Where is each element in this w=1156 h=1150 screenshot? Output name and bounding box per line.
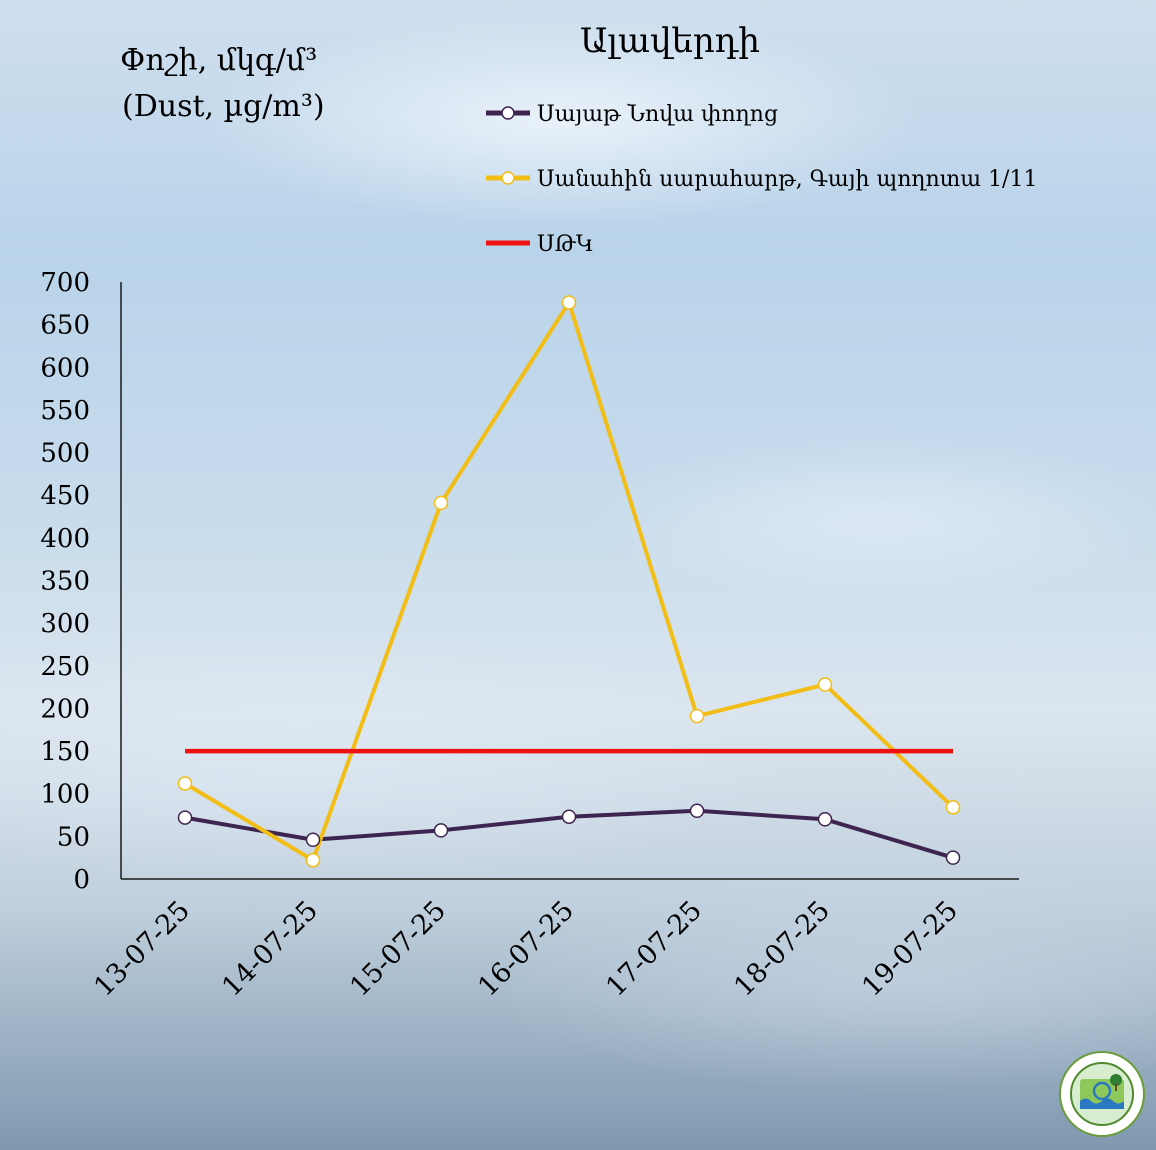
legend-label-1: Սանահին սարահարթ, Գայի պողոտա 1/11 [537,167,1037,192]
data-point-series-1 [945,800,961,815]
x-tick-labels: 13-07-25 14-07-25 15-07-25 16-07-25 17-07-25… [88,895,964,1003]
y-tick-label: 400 [40,524,90,554]
data-point-series-1 [433,495,449,511]
x-tick-label: 17-07-25 [600,895,708,1003]
legend-item-0: Սայաթ Նովա փողոց [486,102,778,127]
data-point-series-0 [433,823,449,838]
legend-item-1: Սանահին սարահարթ, Գայի պողոտա 1/11 [486,167,1037,192]
x-tick-label: 15-07-25 [344,895,452,1003]
data-point-series-0 [177,810,193,825]
y-axis-label-line-2: (Dust, µg/m³) [122,89,325,124]
y-tick-label: 250 [40,652,90,682]
y-tick-label: 600 [40,353,90,383]
data-point-series-1 [305,852,321,868]
data-point-series-0 [305,832,321,848]
legend-label-2: ՍԹԿ [537,232,594,257]
data-point-series-0 [817,812,833,827]
y-tick-label: 100 [40,780,90,810]
y-tick-labels: 0 50 100 150 200 250 300 350 400 450 500 550 600 650 7… [40,268,90,895]
data-point-series-0 [561,809,577,824]
x-tick-label: 14-07-25 [216,895,324,1003]
y-tick-label: 450 [40,481,90,511]
legend-marker-0 [501,106,515,120]
y-tick-label: 300 [40,609,90,639]
series-line-1 [183,300,955,863]
y-tick-label: 650 [40,311,90,341]
series-markers [177,295,961,868]
data-point-series-0 [945,850,961,865]
y-tick-label: 0 [73,865,90,895]
data-point-series-0 [689,803,705,819]
x-tick-label: 16-07-25 [472,895,580,1003]
y-tick-label: 350 [40,567,90,597]
legend: Սայաթ Նովա փողոց Սանահին սարահարթ, Գայի … [486,102,1037,257]
x-tick-label: 13-07-25 [88,895,196,1003]
y-tick-label: 150 [40,737,90,767]
legend-label-0: Սայաթ Նովա փողոց [537,102,778,127]
series-lines [183,300,955,863]
chart-title: Ալավերդի [580,21,760,61]
x-tick-label: 18-07-25 [728,895,836,1003]
y-tick-label: 550 [40,396,90,426]
hydromet-center-logo [1059,1051,1145,1137]
y-tick-label: 500 [40,439,90,469]
y-tick-label: 50 [57,822,90,852]
legend-item-2: ՍԹԿ [486,232,594,257]
y-tick-label: 200 [40,694,90,724]
y-axis-label-line-1: Փոշի, մկգ/մ³ [120,43,317,78]
data-point-series-1 [817,677,833,692]
legend-marker-1 [501,171,515,185]
data-point-series-1 [689,708,705,724]
data-point-series-1 [561,295,577,310]
y-tick-label: 700 [40,268,90,298]
x-tick-label: 19-07-25 [856,895,964,1003]
data-point-series-1 [177,776,193,791]
